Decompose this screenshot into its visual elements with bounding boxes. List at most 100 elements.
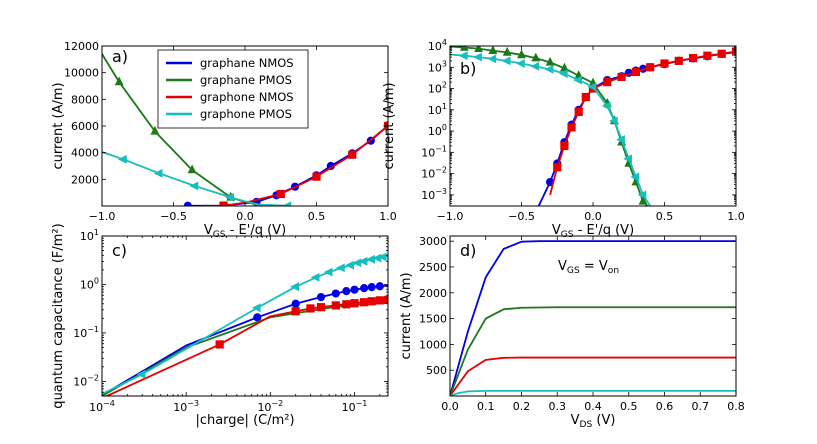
data-point-graphone_pmos: [487, 54, 497, 64]
series-graphone_nmos: [104, 295, 388, 396]
data-point-graphane_pmos: [638, 195, 648, 205]
data-point-graphone_nmos: [276, 189, 285, 199]
data-point-graphone_pmos: [377, 252, 387, 262]
data-point-graphone_nmos: [674, 56, 683, 65]
data-point-graphone_nmos: [617, 72, 626, 82]
data-point-graphane_nmos: [253, 313, 262, 322]
series-line-graphone_nmos: [450, 356, 736, 396]
x-tick-label: −0.5: [508, 210, 535, 223]
y-tick-label: 12000: [64, 40, 99, 53]
data-point-graphone_pmos: [616, 135, 625, 144]
data-point-graphone_nmos: [367, 297, 376, 306]
data-point-graphane_nmos: [291, 299, 300, 308]
x-tick-label: 0.7: [692, 400, 710, 413]
data-point-graphone_nmos: [567, 123, 576, 132]
series-line-graphone_pmos: [102, 151, 288, 206]
y-tick-label: 10−2: [73, 373, 99, 388]
data-point-graphone_pmos: [189, 181, 199, 191]
x-tick-label: 1.0: [727, 210, 745, 223]
data-point-graphone_nmos: [581, 92, 590, 102]
x-tick-label: 0.4: [584, 400, 602, 413]
data-point-graphone_pmos: [530, 61, 540, 71]
y-axis-label: quantum capacitance (F/m²): [51, 223, 66, 408]
y-tick-label: 102: [428, 81, 447, 96]
data-point-graphone_pmos: [473, 52, 482, 62]
data-point-graphone_pmos: [323, 267, 333, 277]
y-tick-label: 1000: [419, 338, 447, 351]
data-point-graphone_pmos: [335, 263, 345, 273]
x-tick-label: 0.0: [584, 210, 602, 223]
data-point-graphone_pmos: [153, 168, 163, 178]
plot-frame-b: [449, 45, 737, 207]
data-point-graphone_pmos: [515, 59, 525, 68]
data-point-graphone_nmos: [717, 49, 726, 58]
x-tick-label: 10−2: [257, 399, 283, 414]
data-point-graphone_pmos: [458, 51, 468, 61]
x-axis-label: VGS - E'/q (V): [204, 223, 286, 240]
x-tick-label: 0.5: [620, 400, 638, 413]
y-tick-label: 2000: [419, 287, 447, 300]
data-point-graphone_nmos: [331, 301, 340, 310]
x-tick-label: 1.0: [379, 210, 397, 223]
series-graphone_pmos: [450, 389, 736, 396]
data-point-graphone_nmos: [215, 340, 224, 349]
x-axis-label: VGS - E'/q (V): [552, 223, 634, 240]
series-graphane_nmos: [183, 121, 388, 206]
panel-d: 0.0 0.1 0.2 0.3 0.4 0.5 0.6 0.7 0.8 500 1000 1500 20…: [399, 235, 745, 430]
panel-b: −1.0 −0.5 0.0 0.5 1.0 10−3 10−2 10−1 100 101 102 10…: [382, 38, 745, 240]
legend-entry-label: graphone PMOS: [200, 107, 292, 121]
data-point-graphane_pmos: [459, 46, 469, 51]
annotation: VGS = Von: [558, 259, 619, 276]
y-tick-label: 100: [80, 276, 99, 291]
data-point-graphone_nmos: [291, 307, 300, 316]
x-tick-label: 0.8: [727, 400, 745, 413]
series-line-graphone_pmos: [450, 389, 736, 396]
x-tick-label: 10−4: [89, 399, 115, 414]
series-graphane_pmos: [450, 306, 736, 396]
data-point-graphone_nmos: [348, 150, 357, 159]
data-point-graphone_nmos: [312, 172, 321, 181]
data-point-graphone_nmos: [574, 107, 583, 116]
panel-label: a): [112, 47, 128, 66]
data-point-graphane_pmos: [531, 52, 541, 62]
series-line-graphane_nmos: [450, 240, 736, 396]
x-tick-label: 0.1: [477, 400, 495, 413]
data-point-graphane_pmos: [545, 56, 555, 66]
data-point-graphone_pmos: [345, 260, 354, 270]
panel-label: c): [112, 241, 127, 260]
data-point-graphane_pmos: [517, 49, 526, 59]
data-point-graphone_nmos: [731, 47, 736, 56]
data-point-graphane_pmos: [150, 125, 160, 135]
data-point-graphone_nmos: [306, 304, 315, 313]
data-point-graphane_nmos: [375, 282, 384, 291]
x-axis-label: |charge| (C/m²): [195, 413, 294, 428]
series-graphone_pmos: [450, 51, 651, 206]
y-tick-label: 4000: [71, 147, 99, 160]
data-point-graphone_nmos: [560, 141, 569, 151]
legend-entry-label: graphane NMOS: [200, 56, 294, 70]
data-point-graphone_nmos: [631, 67, 640, 77]
data-point-graphane_nmos: [367, 283, 376, 292]
legend: graphane NMOS graphane PMOS graphone NMOS g…: [157, 49, 309, 129]
y-tick-label: 10−3: [421, 187, 447, 202]
legend-entry-label: graphone NMOS: [200, 90, 294, 104]
x-tick-label: 10−1: [342, 399, 368, 414]
y-tick-label: 6000: [71, 120, 99, 133]
series-line-graphane_pmos: [450, 306, 736, 396]
y-tick-label: 8000: [71, 93, 99, 106]
x-tick-label: 0.6: [656, 400, 674, 413]
data-point-graphone_pmos: [637, 190, 647, 200]
x-tick-label: 0.2: [513, 400, 531, 413]
data-point-graphane_nmos: [342, 286, 351, 296]
x-tick-label: 0.5: [308, 210, 326, 223]
y-tick-label: 10−2: [421, 166, 447, 181]
y-tick-label: 500: [426, 364, 447, 377]
data-point-graphone_nmos: [646, 63, 655, 72]
data-point-graphone_pmos: [608, 116, 618, 126]
data-point-graphone_pmos: [601, 101, 611, 111]
data-point-graphone_nmos: [660, 59, 669, 68]
data-point-graphone_pmos: [587, 82, 597, 92]
series-graphone_nmos: [549, 47, 736, 196]
series-graphone_pmos: [102, 151, 292, 206]
